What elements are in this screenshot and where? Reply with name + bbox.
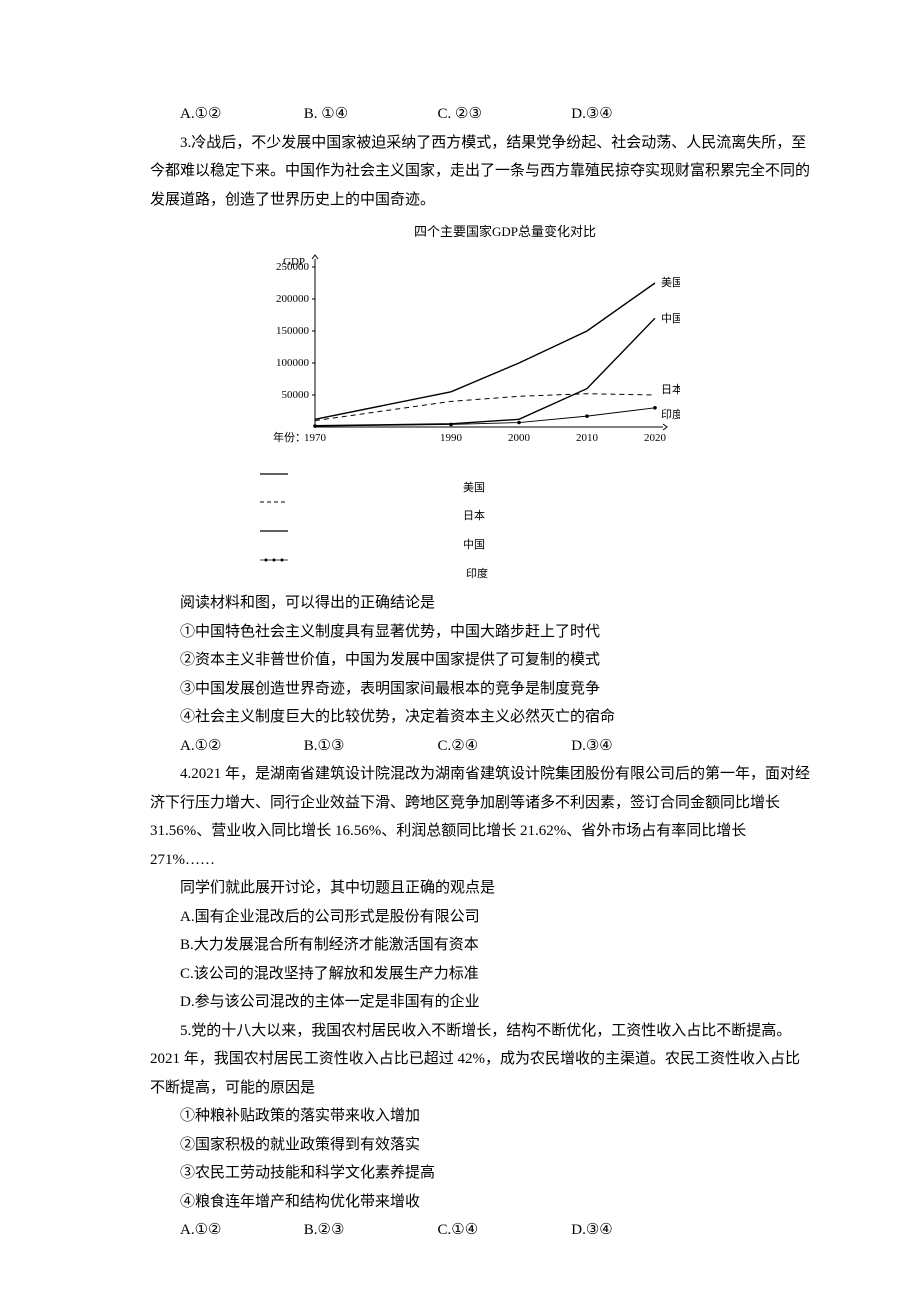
q3-opt-b: B.①③ xyxy=(304,732,434,761)
q5-opt-d: D.③④ xyxy=(571,1216,612,1245)
legend-cn: 中国 xyxy=(260,527,700,551)
q3-opt-a: A.①② xyxy=(180,732,300,761)
q2-opt-a: A.①② xyxy=(180,100,300,129)
legend-jp: 日本 xyxy=(260,498,700,522)
svg-text:日本: 日本 xyxy=(661,382,680,396)
q2-opt-c: C. ②③ xyxy=(438,100,568,129)
chart-title: 四个主要国家GDP总量变化对比 xyxy=(310,220,700,245)
svg-text:中国: 中国 xyxy=(661,312,680,325)
gdp-chart: 四个主要国家GDP总量变化对比 GDP500001000001500002000… xyxy=(260,220,700,585)
svg-text:2020: 2020 xyxy=(644,432,667,444)
q2-opt-b: B. ①④ xyxy=(304,100,434,129)
q5-opt-c: C.①④ xyxy=(438,1216,568,1245)
q4-opt-a: A.国有企业混改后的公司形式是股份有限公司 xyxy=(150,903,810,932)
q3-opt-d: D.③④ xyxy=(571,732,612,761)
q5-s4: ④粮食连年增产和结构优化带来增收 xyxy=(150,1188,810,1217)
q4-stem2: 同学们就此展开讨论，其中切题且正确的观点是 xyxy=(150,874,810,903)
svg-text:1970: 1970 xyxy=(304,432,327,444)
q3-options: A.①② B.①③ C.②④ D.③④ xyxy=(150,732,810,761)
q5-s3: ③农民工劳动技能和科学文化素养提高 xyxy=(150,1159,810,1188)
q5-options: A.①② B.②③ C.①④ D.③④ xyxy=(150,1216,810,1245)
q5-stem: 5.党的十八大以来，我国农村居民收入不断增长，结构不断优化，工资性收入占比不断提… xyxy=(150,1017,810,1103)
q4-opt-d: D.参与该公司混改的主体一定是非国有的企业 xyxy=(150,988,810,1017)
svg-text:美国: 美国 xyxy=(661,276,680,289)
q4-stem1: 4.2021 年，是湖南省建筑设计院混改为湖南省建筑设计院集团股份有限公司后的第… xyxy=(150,760,810,874)
svg-text:印度: 印度 xyxy=(661,406,680,420)
q2-opt-d: D.③④ xyxy=(571,100,612,129)
q3-opt-c: C.②④ xyxy=(438,732,568,761)
q4-opt-b: B.大力发展混合所有制经济才能激活国有资本 xyxy=(150,931,810,960)
q3-s4: ④社会主义制度巨大的比较优势，决定着资本主义必然灭亡的宿命 xyxy=(150,703,810,732)
q5-opt-b: B.②③ xyxy=(304,1216,434,1245)
q5-opt-a: A.①② xyxy=(180,1216,300,1245)
q3-s2: ②资本主义非普世价值，中国为发展中国家提供了可复制的模式 xyxy=(150,646,810,675)
svg-text:年份：: 年份： xyxy=(273,430,306,444)
legend-in: 印度 xyxy=(260,556,700,580)
svg-text:2000: 2000 xyxy=(508,432,531,444)
q3-s3: ③中国发展创造世界奇迹，表明国家间最根本的竞争是制度竞争 xyxy=(150,675,810,704)
svg-text:2010: 2010 xyxy=(576,432,599,444)
gdp-chart-svg: GDP50000100000150000200000250000年份：19701… xyxy=(260,247,680,447)
q2-options: A.①② B. ①④ C. ②③ D.③④ xyxy=(150,100,810,129)
q4-opt-c: C.该公司的混改坚持了解放和发展生产力标准 xyxy=(150,960,810,989)
q3-stem: 3.冷战后，不少发展中国家被迫采纳了西方模式，结果党争纷起、社会动荡、人民流离失… xyxy=(150,129,810,215)
svg-text:50000: 50000 xyxy=(282,389,310,401)
svg-text:100000: 100000 xyxy=(276,357,310,369)
svg-text:250000: 250000 xyxy=(276,261,310,273)
q5-s2: ②国家积极的就业政策得到有效落实 xyxy=(150,1131,810,1160)
svg-text:150000: 150000 xyxy=(276,325,310,337)
svg-text:1990: 1990 xyxy=(440,432,463,444)
legend-us: 美国 xyxy=(260,470,700,494)
q5-s1: ①种粮补贴政策的落实带来收入增加 xyxy=(150,1102,810,1131)
chart-legend: 美国 日本 中国 印度 xyxy=(260,449,700,585)
svg-text:200000: 200000 xyxy=(276,293,310,305)
q3-lead: 阅读材料和图，可以得出的正确结论是 xyxy=(150,589,810,618)
q3-s1: ①中国特色社会主义制度具有显著优势，中国大踏步赶上了时代 xyxy=(150,618,810,647)
